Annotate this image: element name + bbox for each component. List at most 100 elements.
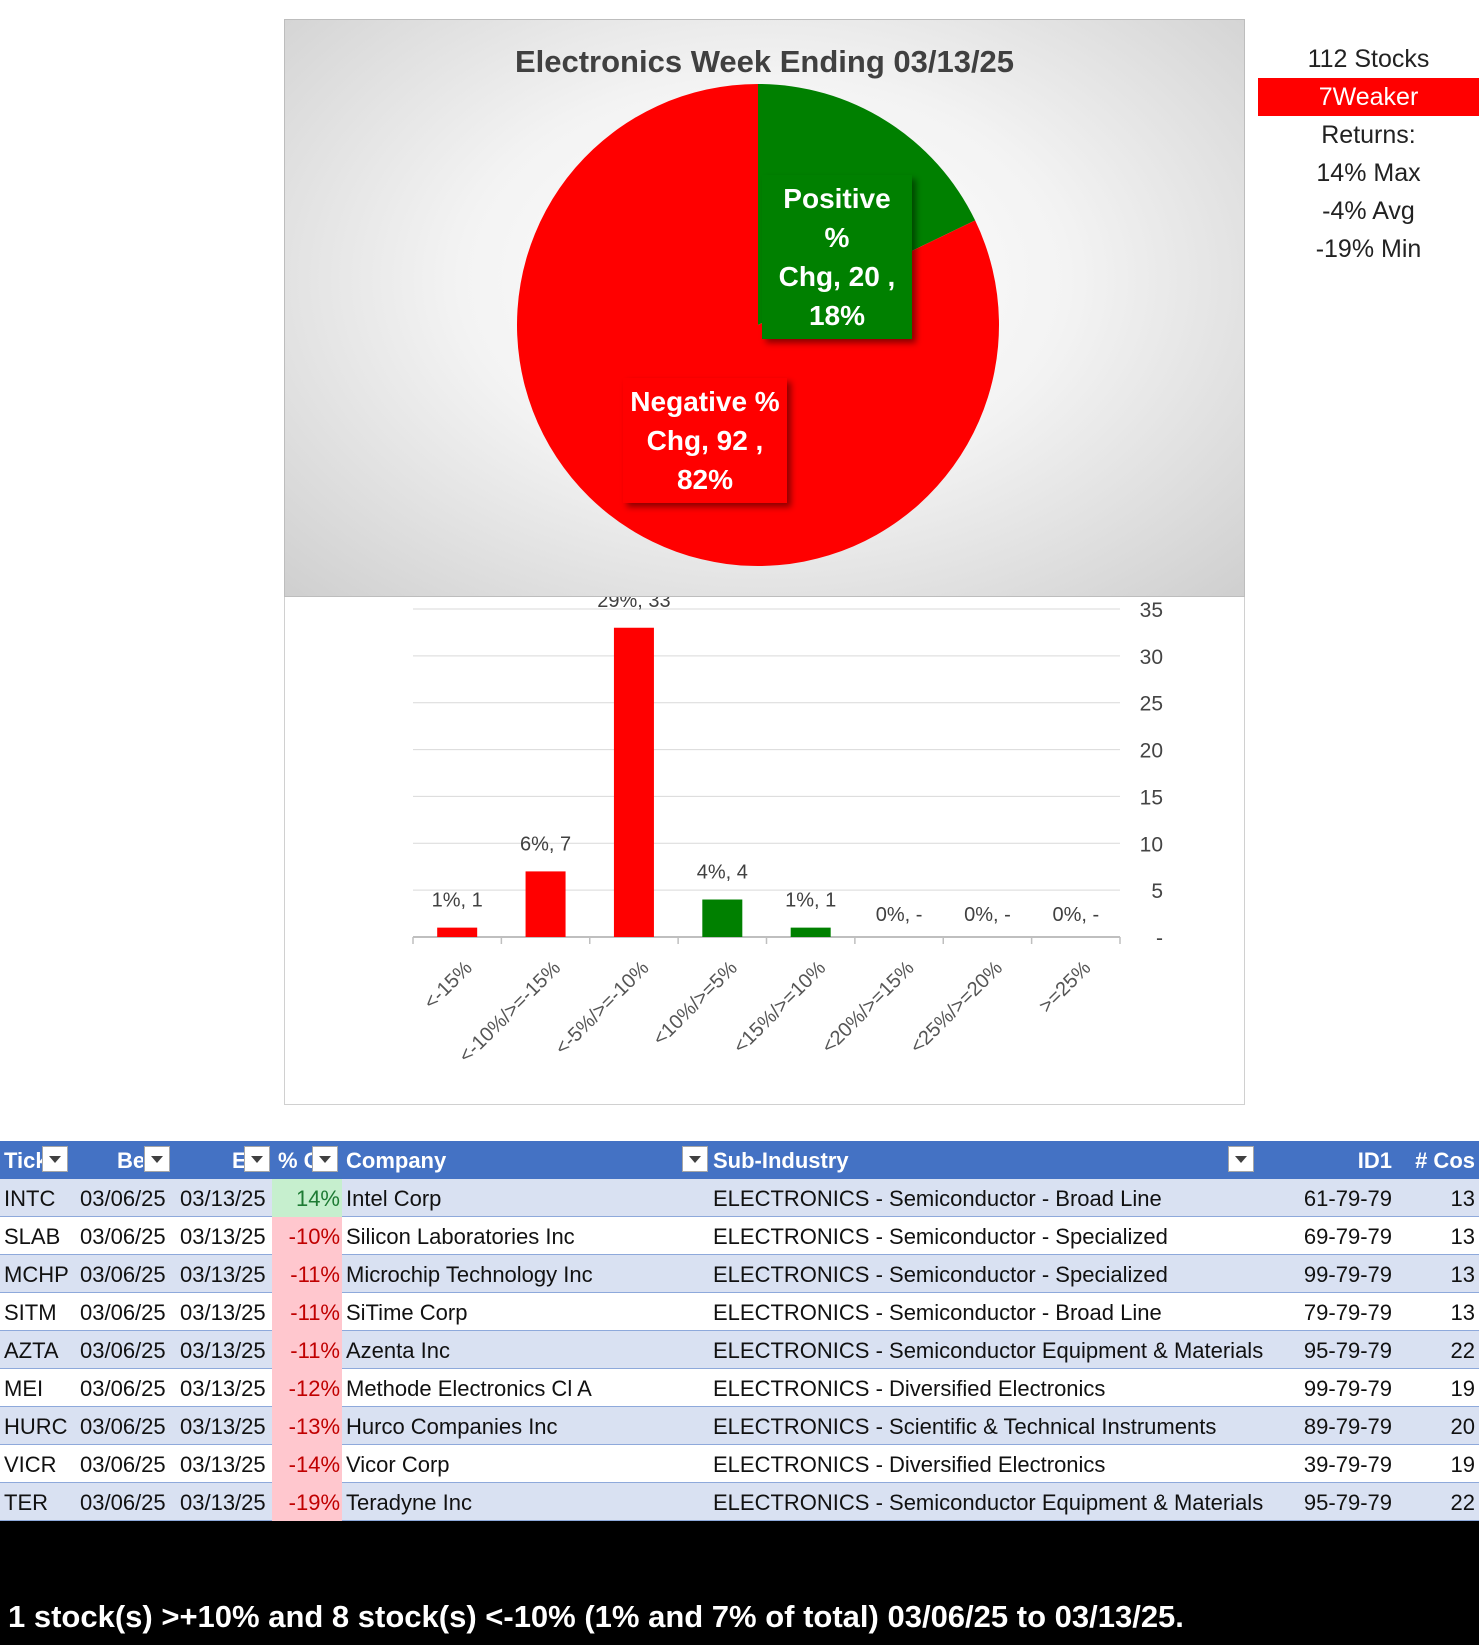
stat-weaker: 7Weaker <box>1258 78 1479 116</box>
cell-sub-industry: ELECTRONICS - Diversified Electronics <box>713 1452 1106 1477</box>
pie-chart-title: Electronics Week Ending 03/13/25 <box>514 44 1015 79</box>
cell-ticker: AZTA <box>4 1338 59 1363</box>
header-pct-change: % C <box>278 1148 314 1173</box>
pie-chart-panel: Electronics Week Ending 03/13/25 Positiv… <box>284 19 1245 597</box>
table-row[interactable]: AZTA 03/06/25 03/13/25 -11% Azenta Inc ELECTR… <box>0 1331 1479 1369</box>
cell-end-date: 03/13/25 <box>180 1186 266 1211</box>
bar <box>613 627 654 937</box>
cell-company: Vicor Corp <box>346 1452 450 1477</box>
x-category-label: <-5%/>=-10% <box>551 957 654 1060</box>
cell-company: Intel Corp <box>346 1186 442 1211</box>
y-tick-label: 30 <box>1140 646 1163 669</box>
footer-bar: 1 stock(s) >+10% and 8 stock(s) <-10% (1… <box>0 1521 1479 1645</box>
table-row[interactable]: TER 03/06/25 03/13/25 -19% Teradyne Inc ELECT… <box>0 1483 1479 1521</box>
cell-id1: 99-79-79 <box>1303 1262 1392 1287</box>
bar-data-label: 0%, - <box>876 904 923 926</box>
cell-sub-industry: ELECTRONICS - Diversified Electronics <box>713 1376 1106 1401</box>
header-end: E <box>232 1148 246 1173</box>
pie-label-line: Chg, 92 , <box>646 425 764 456</box>
filter-dropdown-icon[interactable] <box>42 1146 68 1172</box>
table-row[interactable]: HURC 03/06/25 03/13/25 -13% Hurco Companies … <box>0 1407 1479 1445</box>
x-category-label: <20%/>=15% <box>818 957 919 1058</box>
filter-dropdown-icon[interactable] <box>312 1146 338 1172</box>
header-id1: ID1 <box>1357 1148 1392 1173</box>
cell-num-cos: 13 <box>1450 1224 1475 1249</box>
cell-ticker: INTC <box>4 1186 56 1211</box>
filter-dropdown-icon[interactable] <box>144 1146 170 1172</box>
cell-ticker: SLAB <box>4 1224 61 1249</box>
y-tick-label: - <box>1156 927 1163 950</box>
cell-company: Microchip Technology Inc <box>346 1262 593 1287</box>
y-tick-label: 10 <box>1140 833 1163 856</box>
cell-id1: 61-79-79 <box>1303 1186 1392 1211</box>
cell-begin-date: 03/06/25 <box>80 1186 166 1211</box>
cell-company: Methode Electronics Cl A <box>346 1376 592 1401</box>
cell-company: Silicon Laboratories Inc <box>346 1224 575 1249</box>
pie-label-positive: Positive % Chg, 20 , 18% <box>762 175 912 339</box>
footer-summary: 1 stock(s) >+10% and 8 stock(s) <-10% (1… <box>8 1599 1184 1634</box>
table-row[interactable]: SLAB 03/06/25 03/13/25 -10% Silicon Laborato… <box>0 1217 1479 1255</box>
filter-dropdown-icon[interactable] <box>1228 1146 1254 1172</box>
cell-num-cos: 20 <box>1450 1414 1475 1439</box>
cell-pct-change: -11% <box>272 1293 342 1331</box>
x-category-label: <25%/>=20% <box>906 957 1007 1058</box>
y-tick-label: 35 <box>1140 599 1163 622</box>
cell-begin-date: 03/06/25 <box>80 1300 166 1325</box>
cell-id1: 79-79-79 <box>1303 1300 1392 1325</box>
cell-company: Teradyne Inc <box>346 1490 472 1515</box>
x-category-label: <15%/>=10% <box>729 957 830 1058</box>
bar-chart-panel: -5 10 15 20 25 30 35 1%, 1 <-15% 6%, 7 <-10%/>=-15… <box>284 597 1245 1105</box>
pie-label-line: Positive % <box>783 183 891 253</box>
bar-data-label: 0%, - <box>964 904 1011 926</box>
table-row[interactable]: MEI 03/06/25 03/13/25 -12% Methode Electroni… <box>0 1369 1479 1407</box>
pie-label-line: Chg, 20 , <box>778 261 896 292</box>
header-num-cos: # Cos <box>1415 1148 1475 1173</box>
cell-ticker: HURC <box>4 1414 68 1439</box>
cell-ticker: VICR <box>4 1452 57 1477</box>
cell-sub-industry: ELECTRONICS - Semiconductor - Broad Line <box>713 1300 1162 1325</box>
cell-sub-industry: ELECTRONICS - Semiconductor - Specialize… <box>713 1224 1168 1249</box>
cell-ticker: MCHP <box>4 1262 69 1287</box>
cell-id1: 95-79-79 <box>1303 1490 1392 1515</box>
x-category-label: <-15% <box>420 957 477 1014</box>
cell-end-date: 03/13/25 <box>180 1452 266 1477</box>
cell-end-date: 03/13/25 <box>180 1224 266 1249</box>
pie-label-line: 82% <box>676 464 734 495</box>
y-tick-label: 20 <box>1140 740 1163 763</box>
cell-id1: 99-79-79 <box>1303 1376 1392 1401</box>
cell-num-cos: 22 <box>1450 1490 1475 1515</box>
cell-id1: 95-79-79 <box>1303 1338 1392 1363</box>
table-row[interactable]: INTC 03/06/25 03/13/25 14% Intel Corp ELECTRO… <box>0 1179 1479 1217</box>
pie-label-line: Negative % <box>630 386 780 417</box>
cell-end-date: 03/13/25 <box>180 1300 266 1325</box>
table-body: INTC 03/06/25 03/13/25 14% Intel Corp ELECTRO… <box>0 1179 1479 1521</box>
cell-id1: 89-79-79 <box>1303 1414 1392 1439</box>
x-category-label: <10%/>=5% <box>649 957 742 1050</box>
cell-pct-change: -14% <box>272 1445 342 1483</box>
cell-begin-date: 03/06/25 <box>80 1452 166 1477</box>
table-row[interactable]: MCHP 03/06/25 03/13/25 -11% Microchip Techno… <box>0 1255 1479 1293</box>
cell-sub-industry: ELECTRONICS - Scientific & Technical Ins… <box>713 1414 1217 1439</box>
y-tick-label: 5 <box>1151 880 1163 903</box>
cell-ticker: SITM <box>4 1300 57 1325</box>
cell-sub-industry: ELECTRONICS - Semiconductor Equipment & … <box>713 1338 1264 1363</box>
pie-label-line: 18% <box>808 300 866 331</box>
filter-dropdown-icon[interactable] <box>244 1146 270 1172</box>
cell-pct-change: 14% <box>272 1179 342 1217</box>
header-company: Company <box>346 1148 447 1173</box>
cell-begin-date: 03/06/25 <box>80 1338 166 1363</box>
bar <box>702 899 743 937</box>
stat-returns-label: Returns: <box>1321 121 1416 149</box>
bar-data-label: 6%, 7 <box>520 833 571 855</box>
filter-dropdown-icon[interactable] <box>682 1146 708 1172</box>
bar-data-label: 0%, - <box>1052 904 1099 926</box>
cell-num-cos: 13 <box>1450 1262 1475 1287</box>
table-row[interactable]: VICR 03/06/25 03/13/25 -14% Vicor Corp ELECTR… <box>0 1445 1479 1483</box>
stats-box: 112 Stocks 7Weaker Returns: 14% Max -4% … <box>1258 40 1479 268</box>
header-tick: Tick <box>4 1148 48 1173</box>
table-row[interactable]: SITM 03/06/25 03/13/25 -11% SiTime Corp ELECT… <box>0 1293 1479 1331</box>
y-tick-label: 15 <box>1140 786 1163 809</box>
header-sub-industry: Sub-Industry <box>713 1148 849 1173</box>
cell-begin-date: 03/06/25 <box>80 1414 166 1439</box>
